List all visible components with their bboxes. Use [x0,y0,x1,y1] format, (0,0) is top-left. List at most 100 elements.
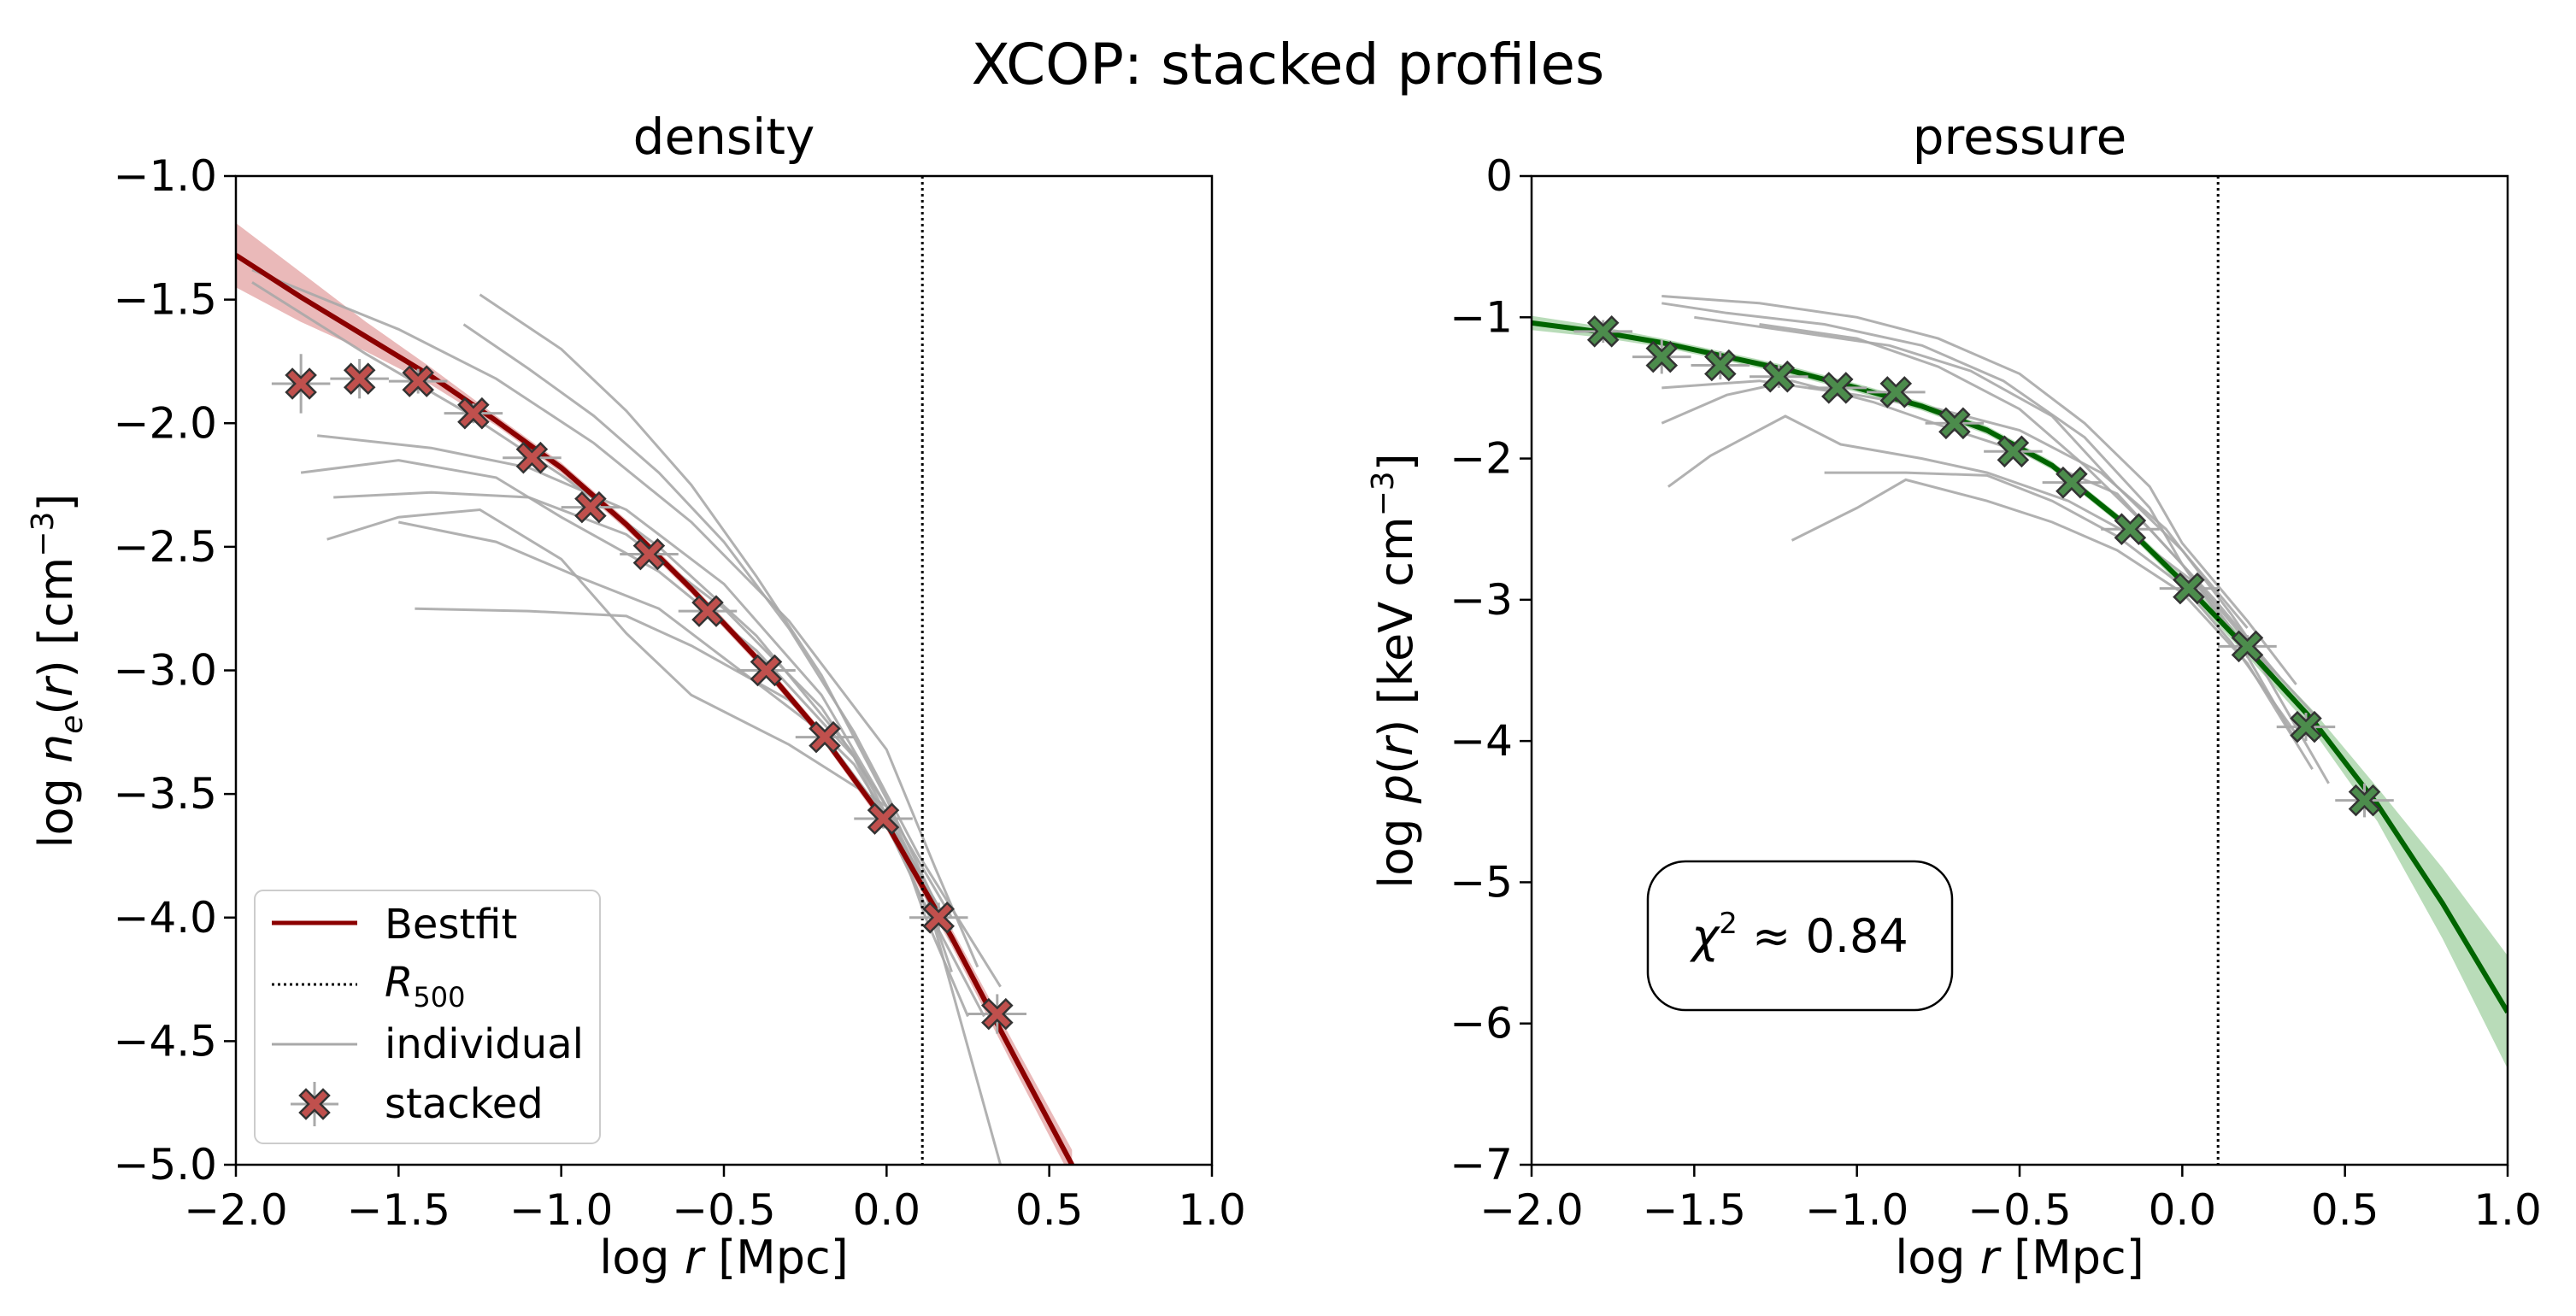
pressure-ylabel-arg: ( [1369,756,1423,774]
pressure-individual-line-9 [1791,478,2314,770]
density-individual-line-4 [479,293,953,938]
pressure-xtick-label-2: −1.5 [1643,1185,1746,1235]
pressure-xtick-label-7: 1.0 [2473,1185,2542,1235]
density-stacked-point-9 [750,654,783,687]
chi2-value: ≈ 0.84 [1738,909,1908,963]
legend-stacked-swatch [291,1082,338,1126]
density-bestfit-band [236,223,1073,1165]
pressure-stacked-point-11 [2173,572,2205,605]
density-ytick-label-9: −1.0 [114,151,217,201]
pressure-stacked-point-5 [1821,372,1854,404]
legend-stacked-label: stacked [385,1080,544,1128]
density-title: density [633,108,815,166]
legend-r500-r: R [385,959,413,1007]
chi2-symbol: χ [1689,909,1720,963]
density-x-axis-label: log r [Mpc] [599,1231,849,1284]
legend-r500-label: R500 [385,959,465,1013]
legend-stacked-marker [298,1088,331,1120]
density-ylabel-end: ] [29,494,83,512]
density-xtick-label-5: 0.0 [853,1185,921,1235]
density-ylabel-r: r [29,676,83,697]
pressure-ytick-label-4: −4 [1450,716,1513,766]
density-stacked-point-3 [402,365,434,397]
pressure-stacked-point-6 [1879,376,1913,408]
pressure-ylabel-r: r [1369,735,1423,756]
pressure-stacked-point-14 [2348,784,2381,817]
chi2-box [1646,860,1954,1012]
density-ytick-label-2: −4.5 [114,1016,217,1066]
pressure-stacked-point-13 [2290,710,2322,743]
density-individual-line-3 [462,323,1002,988]
legend-individual-label: individual [385,1020,584,1068]
pressure-individual-line-8 [1824,471,2297,735]
pressure-individual-line-7 [1667,414,2330,784]
pressure-xlabel-r: r [1980,1231,2002,1284]
pressure-ytick-label-6: −2 [1450,434,1513,484]
pressure-stacked-point-8 [1997,435,2030,468]
density-stacked-point-7 [632,538,666,571]
legend-r500-sub: 500 [413,981,465,1013]
pressure-y-ticks: −7 −6 −5 −4 −3 −2 −1 0 [1450,151,1532,1190]
density-xtick-label-1: −2.0 [184,1185,287,1235]
pressure-stacked-point-1 [1586,315,1620,348]
pressure-ylabel-log: log [1369,803,1423,888]
density-ylabel-var: n [29,734,83,763]
pressure-xtick-label-3: −1.0 [1805,1185,1908,1235]
density-stacked-point-5 [515,441,549,474]
pressure-stacked-point-10 [2114,513,2147,545]
density-ylabel-close: ) [29,660,83,678]
density-stacked-point-13 [981,997,1014,1031]
pressure-stacked-point-4 [1762,360,1796,393]
density-stacked-point-11 [867,802,900,835]
density-ylabel-arg: ( [29,697,83,715]
pressure-ytick-label-7: −1 [1450,292,1513,342]
pressure-ylabel-end: ] [1369,453,1423,471]
pressure-stacked-point-9 [2056,466,2088,499]
density-ytick-label-1: −5.0 [114,1140,217,1190]
pressure-ytick-label-5: −3 [1450,575,1513,625]
pressure-axes-frame [1530,174,2509,1166]
pressure-panel: pressure −2.0 −1.5 −1.0 −0.5 0.0 0.5 1.0 −7−6−… [1366,108,2542,1284]
density-x-ticks: −2.0 −1.5 −1.0 −0.5 0.0 0.5 1.0 [184,1165,1246,1235]
pressure-ylabel-unit: [keV cm [1369,516,1423,719]
pressure-stacked-point-3 [1704,349,1737,382]
pressure-ylabel-pow: −3 [1366,471,1401,516]
density-legend: Bestfit R500 individual stacked [254,890,601,1144]
density-stacked-point-10 [809,720,841,754]
density-ytick-label-5: −3.0 [114,646,217,696]
density-y-ticks: −5.0 −4.5 −4.0 −3.5 −3.0 −2.5 −2.0 −1.5 −1.0 [114,151,236,1190]
density-ytick-label-3: −4.0 [114,893,217,943]
density-ytick-label-4: −3.5 [114,769,217,819]
pressure-y-axis-label: log p(r) [keV cm−3] [1366,453,1423,888]
density-individual-line-5 [317,434,953,943]
chi2-text: χ2 ≈ 0.84 [1689,907,1908,963]
pressure-title: pressure [1913,108,2127,166]
chi2-annotation: χ2 ≈ 0.84 [1646,860,1954,1012]
density-ylabel-unit: [cm [29,557,83,661]
density-y-axis-label: log ne(r) [cm−3] [26,494,90,849]
density-individual-line-9 [398,520,1003,1165]
pressure-stacked-point-12 [2231,630,2264,663]
pressure-xlabel-unit: [Mpc] [1999,1231,2144,1284]
density-ytick-label-6: −2.5 [114,522,217,572]
pressure-ytick-label-3: −5 [1450,857,1513,907]
pressure-x-ticks: −2.0 −1.5 −1.0 −0.5 0.0 0.5 1.0 [1479,1165,2542,1235]
pressure-individual-line-3 [1694,315,2249,629]
density-ylabel-log: log [29,763,83,848]
density-individual-line-2 [251,268,979,968]
density-xtick-label-3: −1.0 [509,1185,613,1235]
density-stacked-point-6 [574,491,607,524]
density-stacked-point-12 [922,902,955,934]
pressure-xtick-label-5: 0.0 [2149,1185,2217,1235]
figure-title: XCOP: stacked profiles [972,32,1605,97]
pressure-ytick-label-8: 0 [1485,151,1513,201]
density-xtick-label-7: 1.0 [1178,1185,1246,1235]
pressure-ytick-label-2: −6 [1450,999,1513,1049]
density-ytick-label-8: −1.5 [114,275,217,325]
density-xlabel-unit: [Mpc] [703,1231,849,1284]
density-bestfit-band-group [236,223,1073,1165]
pressure-individual-line-6 [1661,379,2297,742]
density-stacked-point-8 [691,595,724,627]
pressure-xlabel-log: log [1895,1231,1979,1284]
